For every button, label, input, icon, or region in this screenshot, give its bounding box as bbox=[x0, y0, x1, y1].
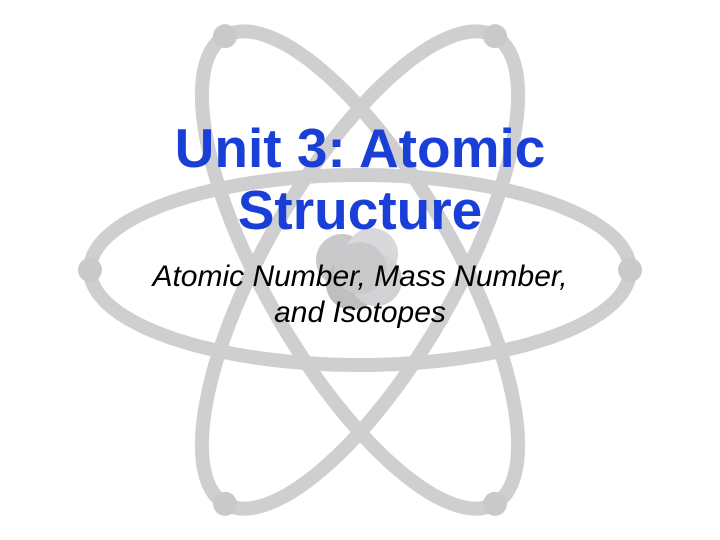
subtitle-line-1: Atomic Number, Mass Number, bbox=[152, 260, 567, 293]
subtitle-line-2: and Isotopes bbox=[274, 296, 446, 329]
title-line-2: Structure bbox=[238, 179, 483, 241]
title-line-1: Unit 3: Atomic bbox=[175, 117, 546, 179]
slide-content: Unit 3: Atomic Structure Atomic Number, … bbox=[0, 0, 720, 540]
slide-title: Unit 3: Atomic Structure bbox=[175, 118, 546, 241]
slide-subtitle: Atomic Number, Mass Number, and Isotopes bbox=[152, 259, 567, 331]
